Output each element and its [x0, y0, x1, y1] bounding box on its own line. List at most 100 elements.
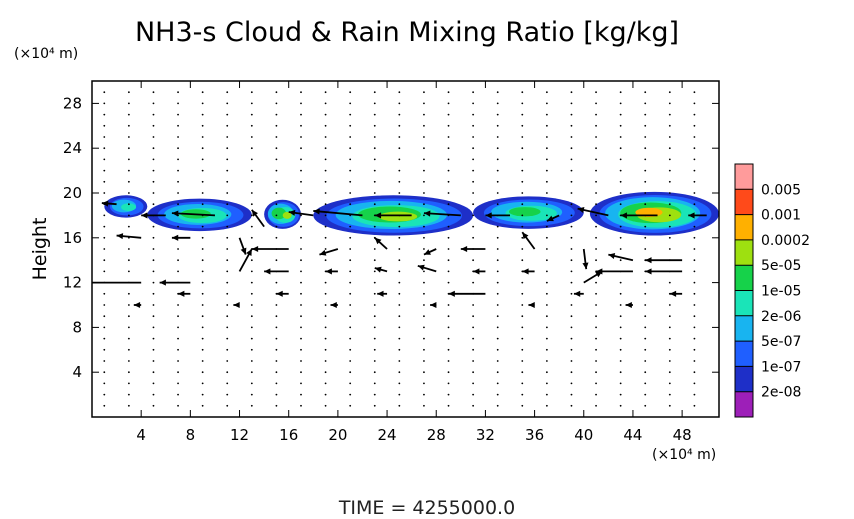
grid-dot: [324, 360, 327, 362]
grid-dot: [668, 382, 671, 385]
grid-dot: [644, 192, 647, 194]
grid-dot: [619, 360, 622, 362]
wind-vector-33: [522, 268, 535, 275]
grid-dot: [103, 225, 106, 228]
grid-dot: [127, 169, 130, 172]
grid-dot: [373, 382, 376, 385]
grid-dot: [693, 371, 696, 374]
grid-dot: [693, 270, 696, 273]
wind-vector-18: [374, 237, 388, 250]
grid-dot: [349, 91, 352, 94]
grid-dot: [668, 304, 671, 306]
grid-dot: [226, 136, 229, 138]
grid-dot: [644, 348, 647, 351]
grid-dot: [127, 158, 130, 161]
grid-dot: [275, 393, 278, 396]
grid-dot: [300, 326, 302, 329]
grid-dot: [496, 180, 499, 183]
grid-dot: [423, 158, 425, 161]
grid-dot: [595, 404, 597, 407]
wind-vector-36: [645, 268, 683, 275]
grid-dot: [472, 225, 475, 228]
grid-dot: [644, 404, 647, 407]
colorbar-label: 2e-08: [761, 385, 801, 401]
grid-dot: [373, 281, 376, 284]
colorbar-label: 0.001: [761, 208, 801, 224]
grid-dot: [521, 124, 524, 127]
wind-vector-21: [521, 231, 536, 250]
grid-dot: [250, 225, 253, 228]
grid-dot: [545, 382, 548, 385]
grid-dot: [373, 292, 376, 295]
grid-dot: [127, 292, 130, 295]
wind-vector-10: [577, 207, 609, 217]
grid-dot: [152, 203, 155, 206]
grid-dot: [152, 259, 155, 262]
grid-dot: [570, 281, 573, 284]
grid-dot: [496, 169, 499, 172]
wind-vector-39: [377, 290, 388, 297]
grid-dot: [324, 259, 327, 262]
grid-dot: [668, 326, 671, 329]
wind-vector-20: [460, 245, 486, 253]
grid-dot: [619, 136, 622, 138]
grid-dot: [152, 270, 155, 273]
grid-dot: [521, 236, 524, 239]
wind-vector-24: [645, 257, 683, 264]
grid-dot: [324, 147, 327, 150]
grid-dot: [177, 337, 179, 340]
grid-dot: [496, 91, 499, 94]
grid-dot: [152, 147, 155, 150]
grid-dot: [127, 192, 130, 194]
grid-dot: [619, 147, 622, 150]
grid-dot: [152, 326, 155, 329]
grid-dot: [644, 371, 647, 374]
grid-dot: [619, 382, 622, 385]
grid-dot: [349, 337, 352, 340]
grid-dot: [226, 102, 229, 105]
grid-dot: [152, 315, 155, 318]
grid-dot: [619, 158, 622, 161]
grid-dot: [349, 326, 352, 329]
grid-dot: [595, 360, 597, 362]
grid-dot: [398, 236, 401, 239]
y-tick-label: 24: [63, 139, 82, 157]
grid-dot: [324, 180, 327, 183]
grid-dot: [300, 147, 302, 150]
grid-dot: [127, 147, 130, 150]
grid-dot: [496, 203, 499, 206]
grid-dot: [324, 304, 327, 306]
wind-vector-45: [330, 301, 338, 309]
grid-dot: [644, 326, 647, 329]
grid-dot: [398, 304, 401, 306]
grid-dot: [275, 259, 278, 262]
grid-dot: [619, 248, 622, 250]
grid-dot: [127, 124, 130, 127]
grid-dot: [226, 259, 229, 262]
grid-dot: [324, 292, 327, 295]
grid-dot: [423, 180, 425, 183]
grid-dot: [644, 91, 647, 94]
grid-dot: [496, 192, 499, 194]
grid-dot: [201, 225, 204, 228]
grid-dot: [668, 393, 671, 396]
grid-dot: [201, 203, 204, 206]
grid-dot: [472, 337, 475, 340]
grid-dot: [545, 192, 548, 194]
grid-dot: [177, 147, 179, 150]
grid-dot: [570, 393, 573, 396]
grid-dot: [398, 393, 401, 396]
grid-dot: [595, 192, 597, 194]
grid-dot: [300, 348, 302, 351]
grid-dot: [644, 382, 647, 385]
grid-dot: [570, 360, 573, 362]
grid-dot: [373, 259, 376, 262]
grid-dot: [201, 348, 204, 351]
grid-dot: [521, 404, 524, 407]
wind-vector-34: [583, 270, 603, 284]
grid-dot: [177, 348, 179, 351]
y-tick-label: 20: [63, 184, 82, 202]
grid-dot: [521, 147, 524, 150]
grid-dot: [127, 371, 130, 374]
grid-dot: [373, 348, 376, 351]
